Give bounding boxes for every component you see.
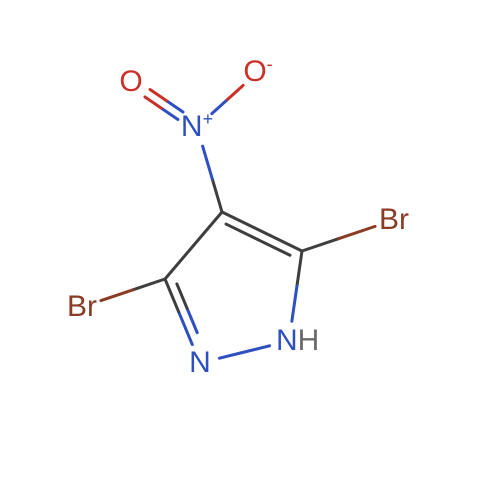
atom-Br3: Br <box>67 292 97 322</box>
atom-O1: O <box>119 67 142 97</box>
atom-O2: O- <box>243 57 272 87</box>
atom-N2: N <box>189 348 211 378</box>
atom-Nn: N+ <box>181 112 213 142</box>
atom-Br5: Br <box>379 205 409 235</box>
molecule-canvas: N NH Br Br N+ O O- <box>0 0 500 500</box>
atom-N1: NH <box>276 326 319 356</box>
